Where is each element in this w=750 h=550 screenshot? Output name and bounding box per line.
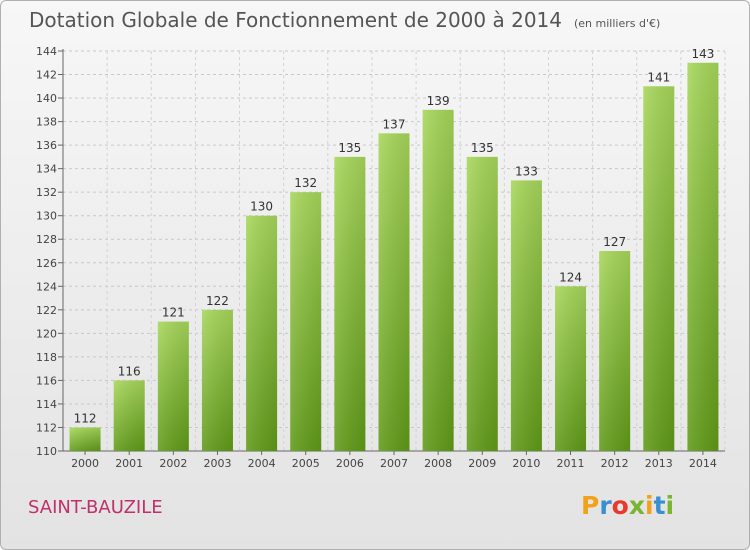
bar-shade-2011	[555, 286, 587, 451]
y-tick-label: 118	[36, 351, 57, 364]
chart-title-text: Dotation Globale de Fonctionnement de 20…	[29, 8, 562, 32]
x-tick-label: 2008	[424, 457, 452, 470]
logo-letter: i	[665, 491, 675, 520]
x-tick-label: 2001	[115, 457, 143, 470]
bars	[69, 62, 719, 452]
x-tick-label: 2004	[248, 457, 276, 470]
chart-title: Dotation Globale de Fonctionnement de 20…	[29, 8, 660, 32]
y-tick-label: 110	[36, 445, 57, 458]
logo-letter: i	[645, 491, 654, 520]
chart-subtitle: (en milliers d'€)	[574, 17, 661, 30]
bar-shade-2005	[290, 192, 322, 452]
bar-shade-2008	[422, 109, 454, 451]
y-tick-label: 130	[36, 210, 57, 223]
y-tick-label: 120	[36, 327, 57, 340]
logo-letter: r	[599, 491, 612, 520]
y-tick-label: 134	[36, 163, 57, 176]
data-label: 133	[515, 164, 538, 178]
data-label: 122	[206, 294, 229, 308]
bar-shade-2010	[510, 180, 542, 452]
data-label: 143	[691, 47, 714, 61]
y-tick-label: 112	[36, 421, 57, 434]
data-label: 112	[74, 411, 97, 425]
bar-shade-2012	[599, 251, 631, 451]
data-label: 132	[294, 176, 317, 190]
y-tick-label: 126	[36, 257, 57, 270]
x-tick-label: 2003	[203, 457, 231, 470]
data-label: 116	[118, 364, 141, 378]
y-tick-label: 122	[36, 304, 57, 317]
x-tick-label: 2013	[645, 457, 673, 470]
logo-letter: o	[611, 491, 629, 520]
bar-shade-2002	[157, 321, 189, 451]
bar-shade-2004	[246, 215, 278, 451]
data-label: 141	[647, 70, 670, 84]
bar-shade-2009	[466, 156, 498, 451]
bar-shade-2001	[113, 380, 145, 451]
commune-name: SAINT-BAUZILE	[28, 497, 163, 518]
y-tick-label: 128	[36, 233, 57, 246]
x-tick-label: 2009	[468, 457, 496, 470]
logo-letter: x	[628, 491, 645, 520]
x-tick-label: 2002	[159, 457, 187, 470]
x-tick-label: 2007	[380, 457, 408, 470]
data-label: 135	[338, 141, 361, 155]
logo-letter: P	[581, 491, 600, 520]
data-label: 137	[383, 117, 406, 131]
bar-shade-2006	[334, 156, 366, 451]
x-tick-label: 2006	[336, 457, 364, 470]
y-tick-label: 136	[36, 139, 57, 152]
bar-shade-2014	[687, 62, 719, 451]
x-tick-label: 2010	[512, 457, 540, 470]
y-tick-label: 144	[36, 45, 57, 58]
axes: 110 112 114 116 118 120 122 124 126 128 130 132 134 1…	[36, 45, 725, 470]
bar-shade-2000	[69, 427, 101, 451]
data-label: 139	[427, 94, 450, 108]
bar-shade-2013	[643, 86, 675, 451]
y-tick-label: 116	[36, 374, 57, 387]
y-tick-label: 114	[36, 398, 57, 411]
y-tick-label: 140	[36, 92, 57, 105]
y-tick-label: 124	[36, 280, 57, 293]
bar-shade-2003	[201, 309, 233, 451]
data-label: 130	[250, 200, 273, 214]
x-tick-label: 2005	[292, 457, 320, 470]
data-label: 127	[603, 235, 626, 249]
x-tick-label: 2012	[601, 457, 629, 470]
x-tick-label: 2011	[557, 457, 585, 470]
bar-shade-2007	[378, 133, 410, 451]
data-labels: 112 116 121 122 130 132 135 137 139 135 133 124 127 1…	[74, 47, 715, 426]
x-tick-label: 2014	[689, 457, 717, 470]
data-label: 135	[471, 141, 494, 155]
data-label: 124	[559, 270, 582, 284]
x-tick-label: 2000	[71, 457, 99, 470]
y-tick-label: 132	[36, 186, 57, 199]
data-label: 121	[162, 306, 185, 320]
proxiti-logo: Proxiti	[581, 491, 674, 520]
logo-letter: t	[653, 491, 666, 520]
y-tick-label: 138	[36, 116, 57, 129]
y-tick-label: 142	[36, 69, 57, 82]
